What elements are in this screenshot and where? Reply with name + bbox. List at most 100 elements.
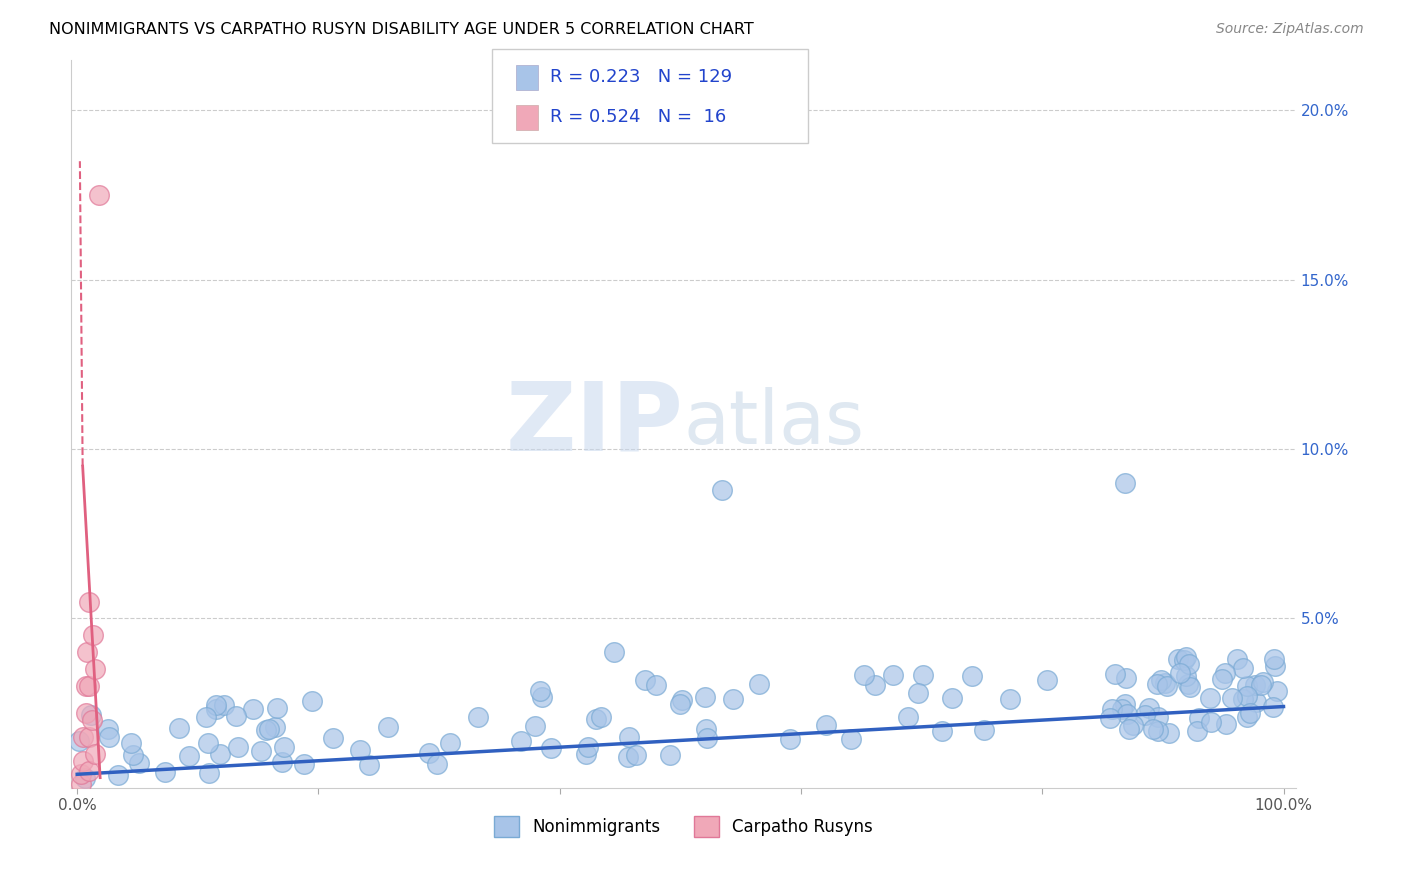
Text: atlas: atlas (683, 387, 865, 460)
Point (1036, 673, 1059, 687)
Point (294, 756, 316, 771)
Point (254, 723, 277, 737)
Point (76, 645, 98, 659)
Point (931, 723, 953, 738)
Point (72, 754, 94, 768)
Point (439, 736, 461, 750)
Point (1101, 701, 1123, 715)
Point (1220, 690, 1243, 705)
Point (523, 719, 546, 733)
Point (1199, 714, 1222, 729)
Point (1116, 707, 1139, 722)
Text: ZIP: ZIP (506, 377, 683, 470)
Point (529, 683, 551, 698)
Point (204, 702, 226, 716)
Point (418, 746, 440, 760)
Point (467, 709, 489, 723)
Point (1153, 676, 1175, 690)
Point (1114, 697, 1136, 711)
Point (75, 706, 97, 721)
Point (1244, 695, 1267, 709)
Point (1174, 650, 1197, 665)
Text: Source: ZipAtlas.com: Source: ZipAtlas.com (1216, 22, 1364, 37)
Point (1150, 673, 1173, 687)
Point (82, 628, 104, 642)
Point (242, 702, 264, 716)
Point (1236, 679, 1258, 693)
Point (153, 765, 176, 780)
Point (617, 750, 640, 764)
Point (226, 739, 249, 754)
Point (1239, 706, 1261, 720)
Point (120, 736, 142, 750)
Point (249, 744, 271, 758)
Point (264, 721, 287, 735)
Point (98, 731, 121, 745)
Point (198, 765, 221, 780)
Point (602, 645, 624, 659)
Point (941, 691, 963, 706)
Point (671, 692, 693, 706)
Point (509, 733, 531, 747)
Point (644, 677, 666, 691)
Point (69, 767, 91, 781)
Point (1215, 717, 1237, 731)
Point (75, 771, 97, 785)
Point (205, 698, 228, 713)
Point (1226, 651, 1249, 665)
Point (575, 747, 598, 761)
Point (259, 722, 281, 736)
Point (1177, 657, 1199, 672)
Point (79, 730, 101, 744)
Point (266, 700, 288, 714)
Point (1173, 653, 1195, 667)
Point (67, 734, 90, 748)
Point (696, 731, 718, 746)
Point (1111, 702, 1133, 716)
Point (79, 707, 101, 722)
Point (1115, 671, 1137, 685)
Point (1146, 677, 1168, 691)
Point (815, 718, 838, 732)
Point (72, 730, 94, 744)
Point (1188, 711, 1211, 725)
Point (273, 739, 295, 754)
Point (197, 736, 219, 750)
Point (1118, 722, 1140, 736)
Point (167, 721, 190, 735)
Point (209, 747, 232, 761)
Legend: Nonimmigrants, Carpatho Rusyns: Nonimmigrants, Carpatho Rusyns (485, 808, 882, 845)
Point (107, 768, 129, 782)
Point (1104, 666, 1126, 681)
Point (271, 755, 294, 769)
Point (624, 748, 647, 763)
Point (1157, 726, 1180, 740)
Point (1114, 475, 1136, 490)
Point (617, 730, 640, 744)
Point (1236, 689, 1258, 703)
Point (359, 758, 381, 772)
Point (426, 757, 449, 772)
Point (852, 667, 875, 681)
Point (1137, 700, 1160, 714)
Point (721, 692, 744, 706)
Point (1236, 710, 1258, 724)
Point (1098, 711, 1121, 725)
Point (882, 668, 904, 682)
Point (377, 720, 399, 734)
Point (121, 747, 143, 762)
Point (1264, 659, 1286, 673)
Point (69, 777, 91, 791)
Point (1263, 652, 1285, 666)
Point (1232, 692, 1254, 706)
Point (79, 679, 101, 693)
Point (1265, 684, 1288, 698)
Point (1243, 678, 1265, 692)
Point (748, 677, 770, 691)
Point (1261, 699, 1284, 714)
Point (1142, 722, 1164, 736)
Point (1167, 652, 1189, 666)
Point (1198, 691, 1220, 706)
Point (960, 669, 983, 683)
Point (1232, 661, 1254, 675)
